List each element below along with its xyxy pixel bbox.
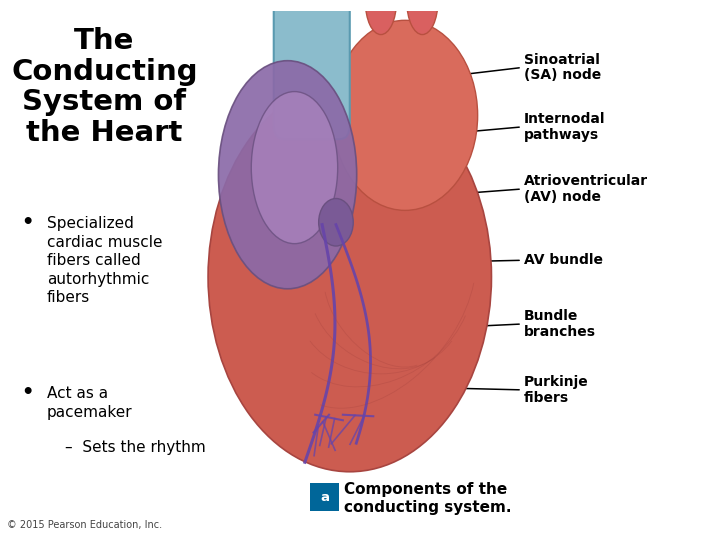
Ellipse shape: [281, 0, 343, 1]
Text: AV bundle: AV bundle: [524, 253, 603, 267]
Ellipse shape: [218, 60, 356, 289]
Text: •: •: [22, 383, 34, 402]
Ellipse shape: [251, 92, 338, 244]
Text: –  Sets the rhythm: – Sets the rhythm: [65, 440, 205, 455]
FancyBboxPatch shape: [310, 483, 339, 511]
FancyBboxPatch shape: [274, 0, 350, 139]
Text: Specialized
cardiac muscle
fibers called
autorhythmic
fibers: Specialized cardiac muscle fibers called…: [47, 216, 162, 306]
Text: Internodal
pathways: Internodal pathways: [524, 112, 606, 141]
Text: Purkinje
fibers: Purkinje fibers: [524, 375, 589, 404]
Text: Act as a
pacemaker: Act as a pacemaker: [47, 386, 132, 420]
Text: Components of the
conducting system.: Components of the conducting system.: [344, 482, 512, 515]
Text: •: •: [22, 213, 34, 232]
Text: © 2015 Pearson Education, Inc.: © 2015 Pearson Education, Inc.: [7, 520, 162, 530]
Ellipse shape: [208, 82, 492, 472]
Ellipse shape: [407, 0, 438, 35]
Ellipse shape: [333, 21, 477, 211]
Text: a: a: [320, 491, 329, 504]
Text: Atrioventricular
(AV) node: Atrioventricular (AV) node: [524, 174, 648, 204]
Text: The
Conducting
System of
the Heart: The Conducting System of the Heart: [11, 27, 198, 147]
Text: Bundle
branches: Bundle branches: [524, 309, 596, 339]
Text: Sinoatrial
(SA) node: Sinoatrial (SA) node: [524, 53, 601, 82]
Ellipse shape: [319, 199, 354, 246]
Ellipse shape: [365, 0, 397, 35]
